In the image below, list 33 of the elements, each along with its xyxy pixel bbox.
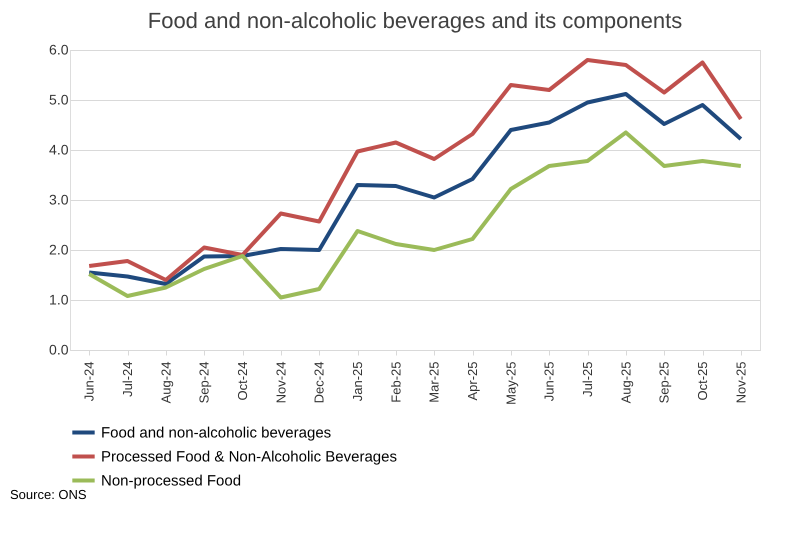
x-tick-label: Aug-25 (618, 362, 634, 404)
line-series (87, 130, 743, 300)
x-tick-label: Mar-25 (426, 362, 442, 403)
x-tick-label: Sep-24 (196, 362, 212, 404)
x-tick-label: Jul-24 (120, 362, 135, 397)
line-series (87, 92, 743, 286)
chart-title: Food and non-alcoholic beverages and its components (148, 8, 682, 33)
x-tick-label: Aug-24 (158, 362, 174, 404)
x-tick-label: Jun-25 (542, 362, 557, 402)
x-tick-label: Oct-25 (695, 362, 710, 401)
x-tick-label: Dec-24 (312, 362, 327, 404)
x-tick-label: Jan-25 (350, 362, 365, 402)
x-tick-label: May-25 (503, 362, 518, 405)
x-tick-label: Feb-25 (388, 362, 404, 403)
y-tick-label: 6.0 (49, 42, 69, 58)
legend-label: Processed Food & Non-Alcoholic Beverages (101, 448, 397, 466)
x-tick-label: Nov-24 (273, 362, 288, 404)
legend-label: Food and non-alcoholic beverages (101, 424, 332, 442)
legend-label: Non-processed Food (101, 472, 242, 490)
x-tick-label: Sep-25 (656, 362, 672, 404)
y-tick-label: 5.0 (49, 92, 69, 108)
y-tick-label: 1.0 (49, 292, 69, 308)
y-tick-label: 0.0 (49, 342, 69, 358)
y-tick-label: 3.0 (49, 192, 69, 208)
x-tick-label: Apr-25 (465, 362, 480, 401)
y-tick-label: 2.0 (49, 242, 69, 258)
x-tick-label: Jun-24 (82, 362, 97, 402)
x-tick-label: Oct-24 (235, 362, 250, 401)
source-note: Source: ONS (10, 487, 87, 502)
y-tick-label: 4.0 (49, 142, 69, 158)
x-tick-label: Jul-25 (580, 362, 595, 397)
x-tick-label: Nov-25 (733, 362, 748, 404)
line-series (87, 58, 743, 282)
